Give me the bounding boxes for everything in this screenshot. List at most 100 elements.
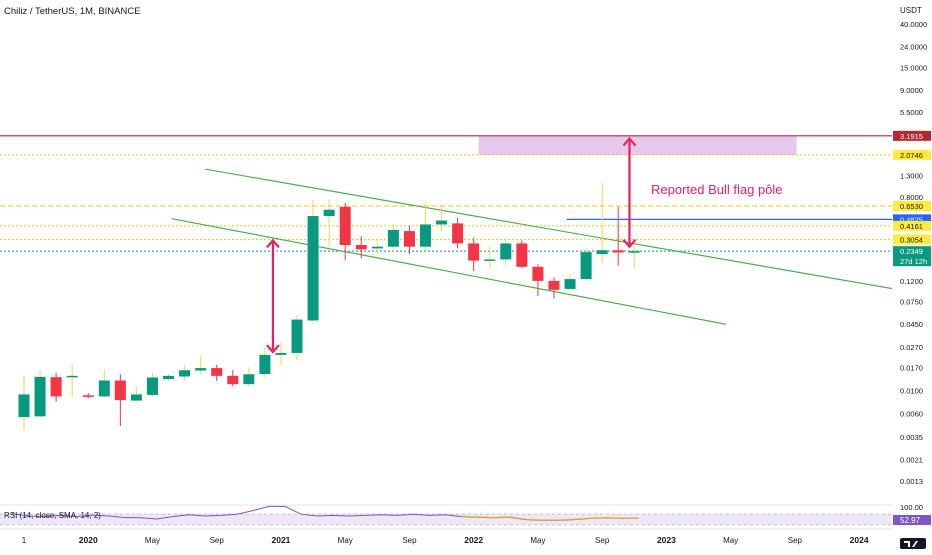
candle-body	[50, 377, 62, 397]
measure-arrow-0	[266, 238, 280, 354]
measure-arrow-1	[622, 136, 637, 249]
price-tick-label: 24.0000	[900, 43, 927, 52]
candle-body	[195, 368, 207, 371]
candle	[420, 202, 431, 251]
price-tick-label: 0.0270	[900, 343, 923, 352]
channel-upper-line	[205, 168, 916, 294]
price-badge: 0.3054	[893, 234, 931, 245]
price-tick-label: 0.1200	[900, 277, 923, 286]
candle-body	[163, 375, 175, 380]
candle	[564, 274, 576, 292]
tradingview-logo[interactable]	[900, 538, 926, 549]
horizontal-levels	[0, 135, 892, 252]
candle-body	[516, 243, 528, 267]
price-tick-label: 0.0450	[900, 320, 923, 329]
candle-body	[580, 252, 592, 280]
chart-title: Chiliz / TetherUS, 1M, BINANCE	[4, 6, 141, 17]
price-badge-label: 0.4161	[900, 222, 923, 231]
candle-body	[452, 223, 464, 244]
price-axis[interactable]: USDT 40.0000 24.0000 15.0000 9.0000 5.5000 1.…	[892, 0, 932, 550]
price-badge-label: 3.1915	[900, 132, 923, 141]
price-badge-label: 2.0746	[900, 151, 923, 160]
measure-arrows	[266, 136, 637, 354]
rsi-top-label: 100.00	[900, 503, 923, 512]
candle-body	[114, 380, 126, 401]
candle	[339, 202, 351, 261]
candle	[50, 372, 62, 402]
candle	[371, 240, 383, 255]
candle	[484, 246, 496, 269]
price-badge-label: 0.3054	[900, 236, 923, 245]
candle-body	[500, 243, 512, 260]
time-label: 2020	[79, 535, 98, 545]
candle-body	[612, 250, 624, 253]
candle-body	[468, 243, 480, 261]
price-badge-label: 0.4825	[900, 215, 923, 224]
time-label: Sep	[788, 536, 803, 545]
candle	[436, 206, 448, 232]
candle	[114, 374, 126, 427]
candle	[500, 238, 512, 266]
candle	[275, 342, 287, 365]
time-label: May	[338, 536, 353, 545]
candle	[259, 346, 271, 378]
candle-body	[243, 374, 255, 385]
price-tick-label: 9.0000	[900, 86, 923, 95]
rsi-band	[0, 514, 892, 525]
candle-body	[307, 216, 319, 321]
candle	[34, 369, 46, 418]
price-tick-label: 0.8000	[900, 193, 923, 202]
candle	[243, 367, 255, 387]
candle	[291, 315, 303, 361]
time-label: May	[723, 536, 738, 545]
candle-body	[548, 280, 560, 290]
candle-body	[130, 394, 142, 401]
price-tick-label: 15.0000	[900, 63, 927, 72]
candle	[468, 237, 480, 272]
price-badge-label: 0.6530	[900, 202, 923, 211]
candle-body	[532, 266, 544, 281]
rsi-value-badge	[893, 515, 931, 525]
price-unit: USDT	[900, 6, 922, 15]
price-tick-label: 0.0035	[900, 433, 923, 442]
time-label: May	[530, 536, 545, 545]
candle-body	[18, 394, 30, 418]
time-label: 2021	[271, 535, 290, 545]
price-tick-label: 0.0750	[900, 298, 923, 307]
candle-body	[34, 376, 46, 417]
price-badge: 0.6530	[893, 200, 931, 211]
price-badge-countdown: 27d 12h	[900, 257, 927, 266]
candle-body	[179, 370, 191, 377]
candle	[323, 199, 335, 247]
candle	[82, 393, 94, 399]
rsi-sma-line	[461, 515, 639, 521]
candle	[516, 240, 528, 269]
candle-body	[275, 352, 287, 355]
candle	[612, 206, 624, 266]
candle	[66, 364, 78, 397]
price-tick-label: 0.0170	[900, 363, 923, 372]
candle-body	[371, 246, 383, 249]
rsi-value: 52.97	[900, 516, 921, 525]
candle-body	[403, 231, 415, 247]
candle	[403, 225, 415, 255]
price-tick-label: 1.3000	[900, 172, 923, 181]
candles	[18, 182, 640, 432]
candle	[548, 277, 560, 299]
price-tick-label: 0.0021	[900, 456, 923, 465]
annotation-label: Reported Bull flag pôle	[651, 182, 783, 197]
candle-body	[420, 224, 431, 247]
time-axis[interactable]: 1 2020 May Sep 2021 May Sep 2022 May Sep 2023 May Se…	[0, 528, 892, 545]
time-label: May	[145, 536, 160, 545]
candle	[387, 224, 399, 253]
candle-body	[628, 251, 640, 253]
price-tick-label: 0.0060	[900, 409, 923, 418]
rsi-label: RSI (14, close, SMA, 14, 2)	[4, 511, 101, 520]
rsi-pane[interactable]: RSI (14, close, SMA, 14, 2) 100.00 52.97	[0, 503, 931, 526]
candle-body	[436, 220, 448, 225]
candle	[18, 375, 30, 432]
time-label: 2022	[464, 535, 483, 545]
price-tick-label: 0.0013	[900, 477, 923, 486]
